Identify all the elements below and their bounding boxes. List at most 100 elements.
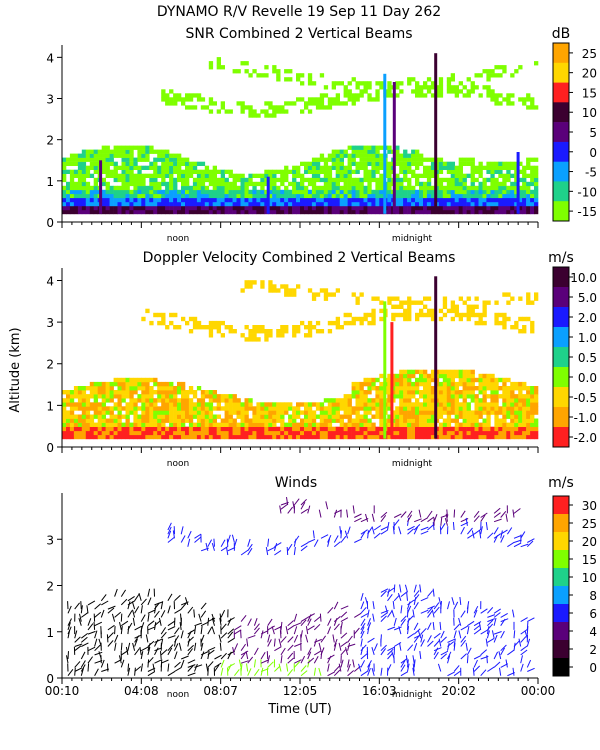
heatmap-cell <box>395 177 400 183</box>
heatmap-cell <box>486 161 491 166</box>
heatmap-cell <box>272 193 277 199</box>
wind-barb <box>460 610 466 618</box>
heatmap-cell <box>173 402 178 407</box>
heatmap-cell <box>272 426 277 432</box>
heatmap-cell <box>276 414 281 419</box>
heatmap-cell <box>137 398 142 403</box>
heatmap-cell <box>323 418 329 423</box>
wind-barb <box>198 613 202 622</box>
heatmap-cell <box>522 97 527 102</box>
heatmap-cell <box>415 422 420 427</box>
heatmap-cell <box>161 312 166 318</box>
heatmap-cell <box>327 153 333 158</box>
heatmap-cell <box>212 320 217 326</box>
heatmap-cell <box>300 181 305 187</box>
heatmap-cell <box>228 189 233 195</box>
wind-barb <box>447 651 452 660</box>
wind-barb <box>420 517 429 523</box>
heatmap-cell <box>212 201 217 207</box>
heatmap-cell <box>165 426 170 432</box>
wind-barb <box>512 667 515 676</box>
heatmap-cell <box>486 73 491 78</box>
heatmap-cell <box>228 402 233 407</box>
wind-barb <box>287 543 293 552</box>
heatmap-cell <box>173 93 178 98</box>
heatmap-cell <box>145 201 150 207</box>
wind-barb <box>367 622 372 631</box>
heatmap-cell <box>284 402 289 407</box>
wind-barb <box>172 530 175 539</box>
heatmap-cell <box>371 316 376 322</box>
heatmap-cell <box>224 185 229 191</box>
wind-barb <box>140 605 143 614</box>
heatmap-cell <box>236 197 241 203</box>
heatmap-cell <box>331 189 336 195</box>
wind-barb <box>325 501 329 510</box>
heatmap-cell <box>133 177 138 183</box>
heatmap-cell <box>466 402 471 407</box>
wind-barb <box>427 610 433 618</box>
wind-barb <box>207 651 210 660</box>
heatmap-cell <box>415 406 420 411</box>
heatmap-cell <box>379 197 384 203</box>
wind-barb <box>407 644 414 652</box>
heatmap-cell <box>415 153 420 158</box>
heatmap-cell <box>161 93 166 98</box>
heatmap-cell <box>173 398 178 403</box>
heatmap-cell <box>446 189 452 195</box>
heatmap-cell <box>232 398 237 403</box>
heatmap-cell <box>430 185 436 191</box>
heatmap-cell <box>125 197 130 203</box>
heatmap-cell <box>113 402 118 407</box>
heatmap-cell <box>276 69 281 74</box>
heatmap-cell <box>93 197 98 203</box>
heatmap-cell <box>181 434 186 440</box>
heatmap-cell <box>514 201 519 207</box>
heatmap-cell <box>220 193 225 199</box>
wind-barb <box>313 638 317 647</box>
wind-barb <box>354 517 362 523</box>
heatmap-cell <box>113 185 118 191</box>
heatmap-cell <box>73 418 79 423</box>
wind-barb <box>187 629 195 635</box>
heatmap-cell <box>117 201 122 207</box>
heatmap-cell <box>415 189 420 195</box>
heatmap-cell <box>141 153 146 158</box>
wind-barb <box>219 613 222 622</box>
wind-barb <box>312 530 315 539</box>
heatmap-cell <box>367 81 372 86</box>
heatmap-cell <box>446 418 452 423</box>
wind-barb <box>400 605 403 614</box>
heatmap-cell <box>161 209 166 215</box>
wind-barb <box>398 626 402 635</box>
wind-barb <box>227 631 234 639</box>
wind-barb <box>407 617 410 626</box>
heatmap-cell <box>470 434 475 440</box>
heatmap-cell <box>129 165 134 170</box>
heatmap-cell <box>73 426 79 432</box>
wind-barb <box>174 661 181 668</box>
heatmap-cell <box>173 197 178 203</box>
heatmap-cell <box>220 181 225 187</box>
colorbar-label: -5 <box>585 166 597 180</box>
heatmap-cell <box>339 414 344 419</box>
heatmap-cell <box>446 373 452 379</box>
heatmap-cell <box>121 205 126 211</box>
heatmap-cell <box>200 161 206 166</box>
wind-barb <box>433 514 438 522</box>
heatmap-cell <box>296 402 301 407</box>
heatmap-cell <box>232 197 237 203</box>
heatmap-cell <box>200 189 206 195</box>
heatmap-cell <box>407 312 412 318</box>
heatmap-cell <box>69 422 75 427</box>
wind-barb <box>184 597 189 606</box>
heatmap-cell <box>415 193 420 199</box>
heatmap-cell <box>339 426 344 432</box>
heatmap-cell <box>129 205 134 211</box>
heatmap-cell <box>77 414 83 419</box>
wind-barb <box>220 632 228 639</box>
heatmap-cell <box>502 312 507 318</box>
wind-barb <box>78 617 82 626</box>
heatmap-cell <box>165 430 170 436</box>
heatmap-cell <box>97 422 102 427</box>
